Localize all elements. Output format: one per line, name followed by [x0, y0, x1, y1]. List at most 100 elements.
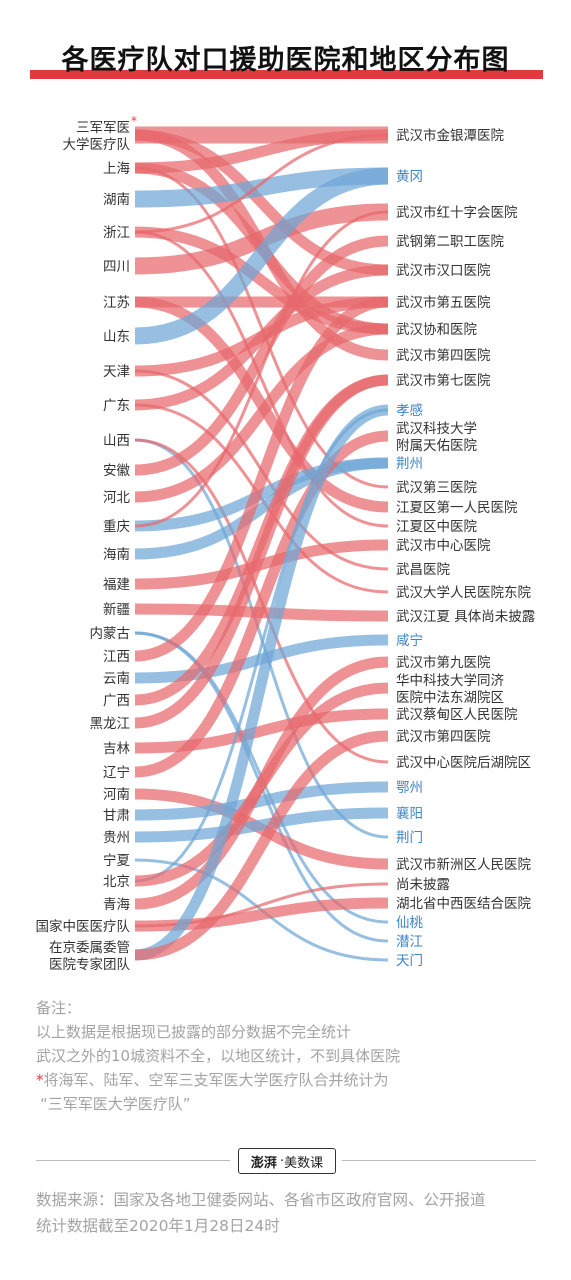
source-label-24: 甘肃 [103, 808, 130, 824]
target-label-12: 武汉第三医院 [396, 479, 477, 496]
source-label-7: 天津 [103, 364, 130, 380]
source-label-28: 青海 [103, 897, 130, 913]
target-label-4: 武汉市汉口医院 [396, 262, 491, 279]
target-label-6: 武汉协和医院 [396, 322, 477, 338]
flow-ribbon-s17-t5 [134, 296, 389, 662]
target-label-17: 武汉大学人民医院东院 [396, 585, 531, 601]
flow-ribbon-s8-t4 [134, 264, 389, 411]
source-label-3: 浙江 [103, 225, 130, 241]
source-label-16: 内蒙古 [90, 626, 131, 642]
source-label-15: 新疆 [103, 602, 130, 618]
source-label-25: 贵州 [103, 830, 130, 846]
source-label-9: 山西 [103, 433, 130, 449]
notes-line-3-text: 将海军、陆军、空军三支军医大学医疗队合并统计为 [43, 1071, 389, 1089]
target-label-16: 武昌医院 [396, 562, 450, 578]
flow-ribbon-s12-t2 [134, 210, 389, 528]
flow-diagram: 三军军医大学医疗队* 上海湖南浙江四川江苏山东天津广东山西安徽河北重庆海南福建新疆… [36, 114, 536, 973]
source-label-30-1: 医院专家团队 [49, 956, 130, 973]
target-label-24: 武汉中心医院后湖院区 [396, 755, 531, 771]
logo-mark: 澎湃 [250, 1155, 277, 1171]
source-block: 数据来源：国家及各地卫健委网站、各省市区政府官网、公开报道 统计数据截至2020… [36, 1187, 556, 1239]
target-label-23: 武汉市第四医院 [396, 728, 491, 745]
source-label-21: 吉林 [103, 741, 130, 757]
source-label-5: 江苏 [103, 295, 130, 311]
source-label-26: 宁夏 [103, 852, 130, 869]
flow-ribbon-s28-t20 [134, 656, 389, 910]
source-label-22: 辽宁 [103, 764, 130, 781]
logo-dot: · [279, 1153, 285, 1169]
flow-ribbon-s6-t1 [134, 167, 389, 345]
flow-ribbon-s11-t6 [134, 323, 389, 503]
target-label-26: 襄阳 [396, 806, 423, 822]
flow-ribbon-s24-t25 [134, 781, 389, 821]
flow-ribbon-s10-t3 [134, 235, 389, 476]
target-label-3: 武钢第二职工医院 [396, 233, 504, 250]
target-label-7: 武汉市第四医院 [396, 347, 491, 364]
target-label-0: 武汉市金银潭医院 [396, 127, 504, 144]
target-label-19: 咸宁 [396, 632, 423, 649]
source-label-20: 黑龙江 [90, 716, 131, 732]
flow-ribbon-s3-t14 [134, 230, 389, 528]
target-label-14: 江夏区中医院 [396, 519, 477, 535]
target-label-21-1: 医院中法东湖院区 [396, 690, 504, 706]
notes-line-3: *将海军、陆军、空军三支军医大学医疗队合并统计为 [36, 1068, 556, 1092]
notes-heading: 备注： [36, 999, 82, 1017]
source-label-29: 国家中医医疗队 [36, 918, 131, 935]
source-label-0-1: 大学医疗队 [63, 137, 131, 153]
target-label-18: 武汉江夏 具体尚未披露 [396, 609, 536, 625]
flow-ribbon-s13-t11 [134, 457, 389, 560]
source-label-23: 河南 [103, 787, 130, 803]
source-label-2: 湖南 [103, 192, 130, 208]
target-label-10-0: 武汉科技大学 [396, 421, 477, 437]
notes-line-2: 武汉之外的10城资料不全，以地区统计，不到具体医院 [36, 1047, 401, 1065]
flow-ribbon-s4-t2 [134, 203, 389, 275]
title-area: 各医疗队对口援助医院和地区分布图 [0, 38, 571, 77]
target-label-25: 鄂州 [396, 780, 423, 796]
source-label-6: 山东 [103, 329, 130, 345]
target-label-33: 天门 [396, 953, 423, 969]
notes-block: 备注： 以上数据是根据现已披露的部分数据不完全统计 武汉之外的10城资料不全，以… [36, 996, 556, 1116]
target-label-31: 仙桃 [396, 915, 423, 931]
ribbons-layer [134, 126, 389, 962]
brand-logo: 澎湃 · 美数课 [238, 1148, 336, 1174]
target-label-15: 武汉市中心医院 [396, 537, 491, 554]
divider-right [342, 1160, 536, 1161]
source-label-14: 福建 [103, 577, 130, 593]
labels-layer: 三军军医大学医疗队* 上海湖南浙江四川江苏山东天津广东山西安徽河北重庆海南福建新疆… [36, 114, 536, 973]
target-label-22: 武汉蔡甸区人民医院 [396, 707, 518, 723]
source-label-13: 海南 [103, 547, 130, 563]
source-label-8: 广东 [103, 398, 130, 414]
logo-name: 美数课 [284, 1155, 324, 1171]
target-label-9: 孝感 [396, 402, 423, 419]
target-label-13: 江夏区第一人民医院 [396, 499, 518, 516]
target-label-20: 武汉市第九医院 [396, 654, 491, 671]
flow-ribbon-s21-t22 [134, 708, 389, 754]
source-label-4: 四川 [103, 259, 130, 275]
target-label-32: 潜江 [396, 934, 423, 950]
notes-line-1: 以上数据是根据现已披露的部分数据不完全统计 [36, 1023, 352, 1041]
source-label-30-0: 在京委属委管 [49, 940, 130, 956]
target-label-27: 荆门 [396, 830, 423, 846]
source-label-12: 重庆 [103, 519, 130, 535]
target-label-21-0: 华中科技大学同济 [396, 673, 504, 689]
notes-star: * [36, 1071, 44, 1089]
target-label-8: 武汉市第七医院 [396, 372, 491, 389]
source-label-10: 安徽 [103, 463, 130, 479]
source-label-18: 云南 [103, 671, 130, 687]
source-label-19: 广西 [103, 693, 130, 709]
flow-ribbon-s1-t0 [134, 129, 389, 174]
target-label-5: 武汉市第五医院 [396, 294, 491, 311]
notes-line-4: “三军军医大学医疗队” [40, 1095, 191, 1113]
target-label-1: 黄冈 [396, 169, 423, 185]
source-star-0: * [131, 114, 137, 128]
flow-ribbon-s30-t9 [134, 404, 389, 961]
source-label-27: 北京 [103, 874, 130, 890]
target-label-29: 尚未披露 [396, 877, 450, 893]
flow-ribbon-s20-t8 [134, 374, 389, 729]
source-label-17: 江西 [103, 649, 130, 665]
source-label-1: 上海 [103, 161, 130, 177]
flow-ribbon-s25-t26 [134, 807, 389, 843]
flow-ribbon-s30-t23 [134, 730, 389, 961]
divider-left [36, 1160, 230, 1161]
